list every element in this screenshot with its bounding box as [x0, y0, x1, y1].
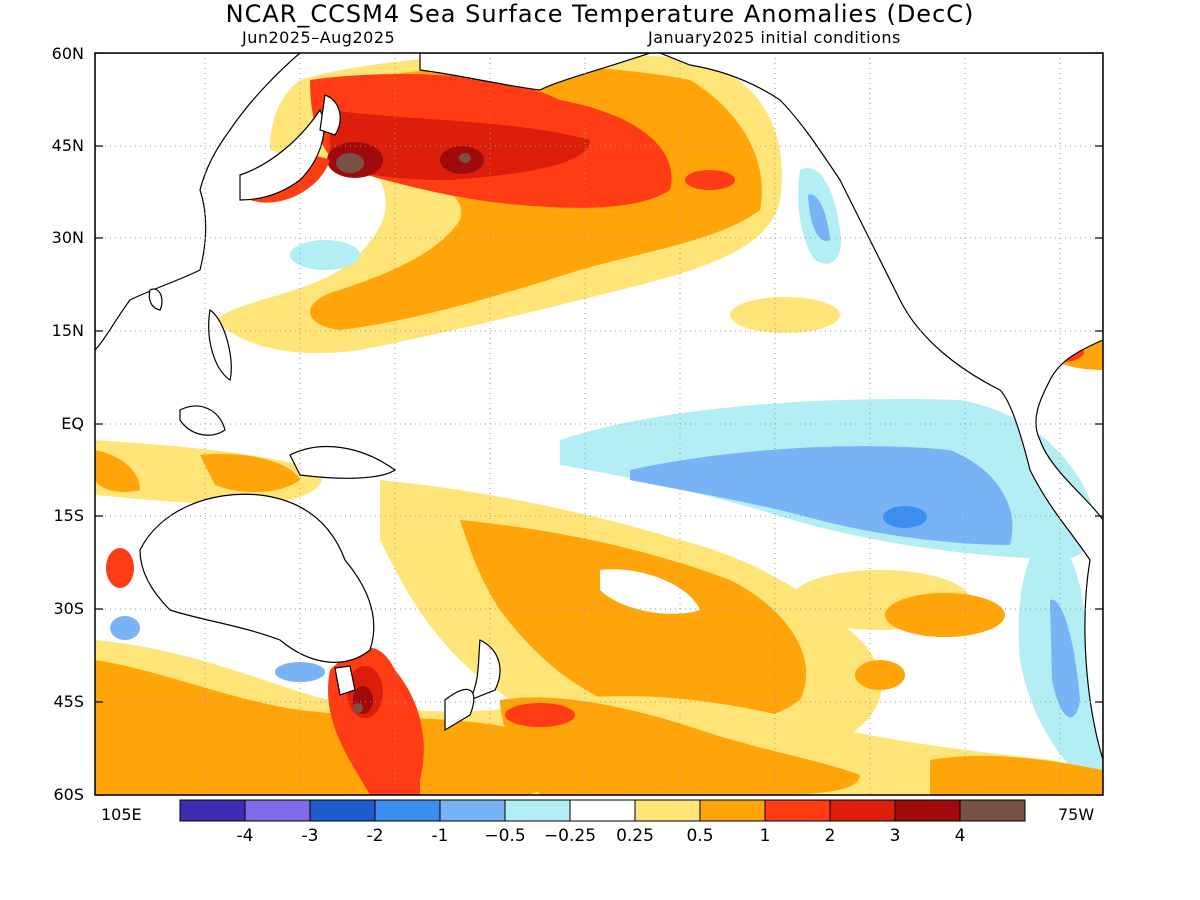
y-tick-marks — [95, 52, 1103, 796]
colorbar-swatch — [959, 799, 1026, 822]
forecast-period: Jun2025–Aug2025 — [242, 28, 396, 47]
colorbar-swatch — [374, 799, 441, 822]
colorbar-swatch — [764, 799, 831, 822]
initial-conditions: January2025 initial conditions — [648, 28, 901, 47]
lat-label-30s: 30S — [53, 599, 84, 618]
colorbar-swatch — [894, 799, 961, 822]
colorbar-label: 4 — [954, 826, 966, 846]
lat-label-60n: 60N — [51, 44, 84, 63]
colorbar-label: 2 — [824, 826, 836, 846]
colorbar-swatch — [634, 799, 701, 822]
lat-label-30n: 30N — [51, 228, 84, 247]
colorbar-label: -2 — [366, 826, 384, 846]
colorbar-label: -1 — [431, 826, 449, 846]
colorbar-swatch — [504, 799, 571, 822]
lon-label-left: 105E — [101, 805, 142, 824]
graticule — [95, 53, 1103, 795]
colorbar-swatch — [699, 799, 766, 822]
colorbar-swatch — [829, 799, 896, 822]
coastlines — [95, 53, 1103, 795]
lat-label-45n: 45N — [51, 136, 84, 155]
colorbar-label: 0.5 — [686, 826, 714, 846]
colorbar-swatch — [439, 799, 506, 822]
colorbar-label: −0.25 — [543, 826, 597, 846]
lat-label-eq: EQ — [61, 414, 84, 433]
colorbar-swatch — [309, 799, 376, 822]
colorbar-swatch — [569, 799, 636, 822]
lat-label-45s: 45S — [53, 692, 84, 711]
map-title: NCAR_CCSM4 Sea Surface Temperature Anoma… — [225, 0, 975, 28]
colorbar-label: -3 — [301, 826, 319, 846]
colorbar-label: −0.5 — [484, 826, 526, 846]
colorbar-label: -4 — [236, 826, 254, 846]
colorbar-label: 1 — [759, 826, 771, 846]
lon-label-right: 75W — [1058, 805, 1095, 824]
lat-label-15s: 15S — [53, 506, 84, 525]
colorbar — [179, 799, 1026, 822]
colorbar-label: 0.25 — [616, 826, 654, 846]
colorbar-swatch — [244, 799, 311, 822]
colorbar-swatch — [179, 799, 246, 822]
lat-label-60s: 60S — [53, 785, 84, 804]
lat-label-15n: 15N — [51, 321, 84, 340]
colorbar-label: 3 — [889, 826, 901, 846]
